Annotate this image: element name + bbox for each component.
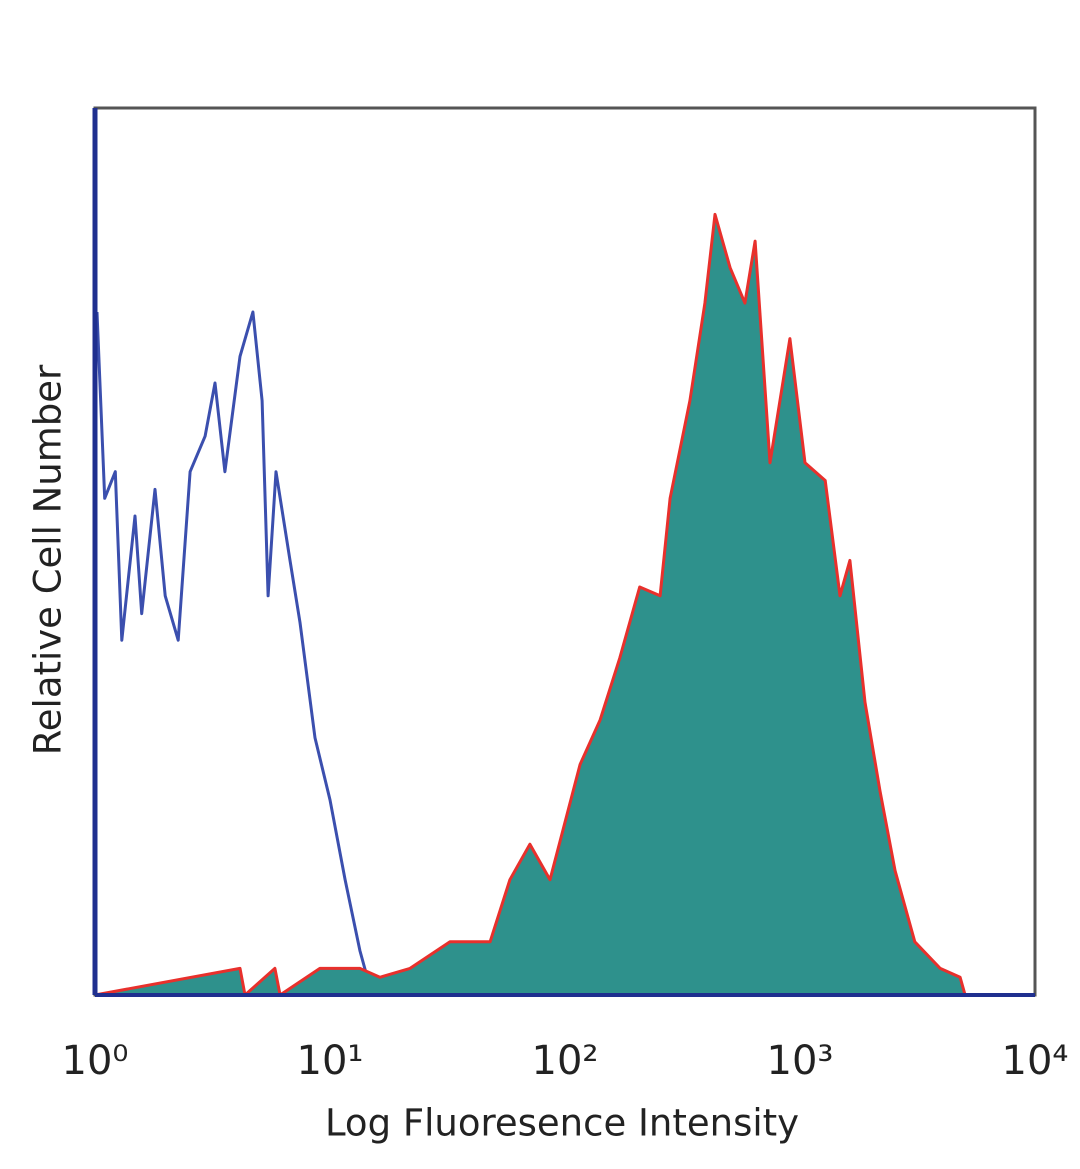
x-tick-label: 10⁴: [1002, 1038, 1069, 1084]
area: [95, 214, 966, 995]
x-axis-label: Log Fluoresence Intensity: [325, 1102, 799, 1145]
y-axis-label: Relative Cell Number: [27, 364, 70, 755]
line: [94, 212, 967, 997]
x-tick-label: 10¹: [297, 1038, 364, 1084]
x-tick-label: 10²: [532, 1038, 599, 1084]
line: [95, 310, 374, 996]
x-tick-label: 10⁰: [62, 1038, 129, 1084]
x-tick-label: 10³: [767, 1038, 834, 1084]
